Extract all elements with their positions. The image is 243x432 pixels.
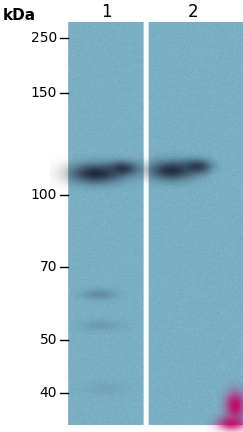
Text: 250: 250	[31, 31, 57, 45]
Text: 40: 40	[40, 386, 57, 400]
Text: kDa: kDa	[3, 8, 36, 23]
Text: 1: 1	[101, 3, 111, 21]
Text: 70: 70	[40, 260, 57, 274]
Text: 150: 150	[31, 86, 57, 100]
Text: 50: 50	[40, 333, 57, 347]
Text: 2: 2	[188, 3, 198, 21]
Text: 100: 100	[31, 188, 57, 202]
